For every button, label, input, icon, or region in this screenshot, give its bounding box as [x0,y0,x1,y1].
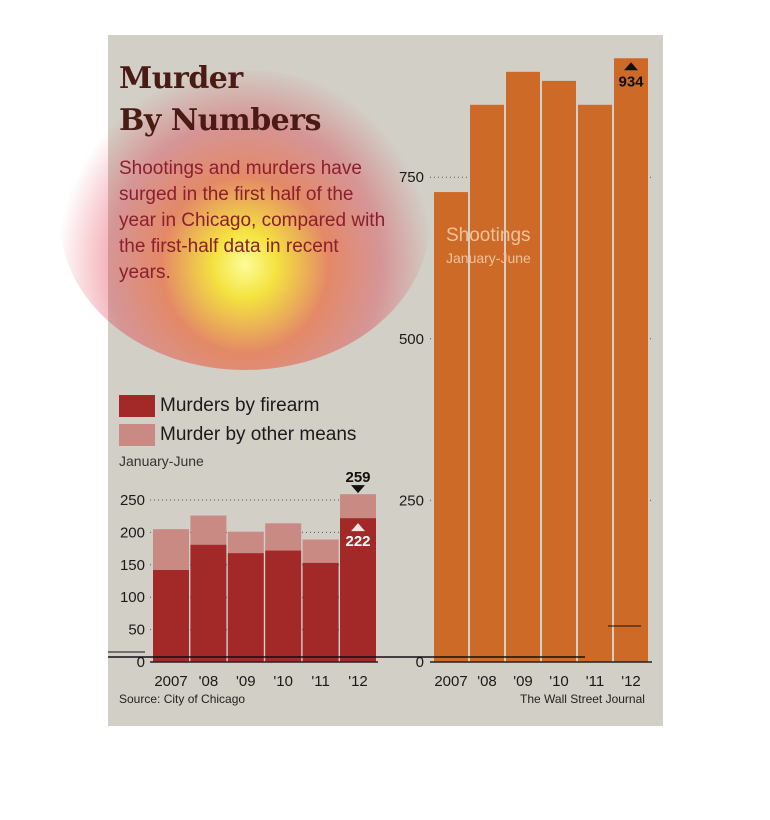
shootings-x-tick-label: '10 [549,673,569,690]
shootings-bar [434,192,468,662]
shootings-y-tick-label: 750 [399,169,424,186]
murders-x-tick-label: '11 [311,673,329,690]
shootings-y-tick-label: 500 [399,331,424,348]
murders-annotation-total: 259 [345,469,370,486]
up-arrow-icon [351,523,365,532]
murders-other-bar [227,531,264,554]
murders-x-tick-label: 2007 [154,673,187,690]
murders-firearm-bar [190,544,227,662]
murders-y-tick-label: 100 [120,589,145,606]
shootings-label: Shootings [446,225,531,246]
murders-other-bar [302,539,339,563]
legend-swatch-other [119,424,155,446]
murders-other-bar [153,529,189,570]
murders-other-bar [265,523,302,551]
murders-firearm-bar [302,562,339,662]
credit-note: The Wall Street Journal [520,692,645,706]
legend-swatch-firearm [119,395,155,417]
murders-other-bar [190,515,227,545]
shootings-y-tick-label: 0 [416,654,424,671]
murders-period-label: January-June [119,453,204,469]
chart-title-line1: Murder [119,61,243,96]
shootings-x-tick-label: '08 [477,673,497,690]
shootings-bar [470,104,504,662]
murders-other-bar [340,494,376,519]
shootings-bar [614,58,648,663]
shootings-bar [542,80,576,662]
murders-firearm-bar [153,569,189,662]
murders-x-tick-label: '12 [348,673,368,690]
shootings-period-label: January-June [446,250,531,266]
murders-y-tick-label: 200 [120,524,145,541]
murders-firearm-bar [265,550,302,662]
shootings-bar [506,71,540,663]
legend-label-other: Murder by other means [160,424,357,445]
shootings-y-tick-label: 250 [399,492,424,509]
murders-x-tick-label: '10 [273,673,293,690]
chart-title-line2: By Numbers [119,103,321,138]
murders-y-tick-label: 250 [120,492,145,509]
legend-label-firearm: Murders by firearm [160,395,320,416]
chart-subtitle: Shootings and murders have surged in the… [119,158,386,283]
murders-y-tick-label: 0 [137,654,145,671]
source-note: Source: City of Chicago [119,692,246,706]
murders-firearm-bar [340,518,376,662]
shootings-annotation-value: 934 [618,73,644,90]
murders-y-tick-label: 150 [120,557,145,574]
up-arrow-icon [624,62,638,71]
murders-x-tick-label: '09 [236,673,256,690]
shootings-x-tick-label: '12 [621,673,641,690]
murders-annotation-firearm: 222 [345,533,370,550]
shootings-x-tick-label: '09 [513,673,533,690]
shootings-x-tick-label: 2007 [434,673,467,690]
down-arrow-icon [351,485,365,494]
murders-x-tick-label: '08 [199,673,219,690]
shootings-bar [578,104,612,662]
shootings-x-tick-label: '11 [586,673,604,690]
murders-firearm-bar [227,553,264,662]
murders-y-tick-label: 50 [128,622,145,639]
